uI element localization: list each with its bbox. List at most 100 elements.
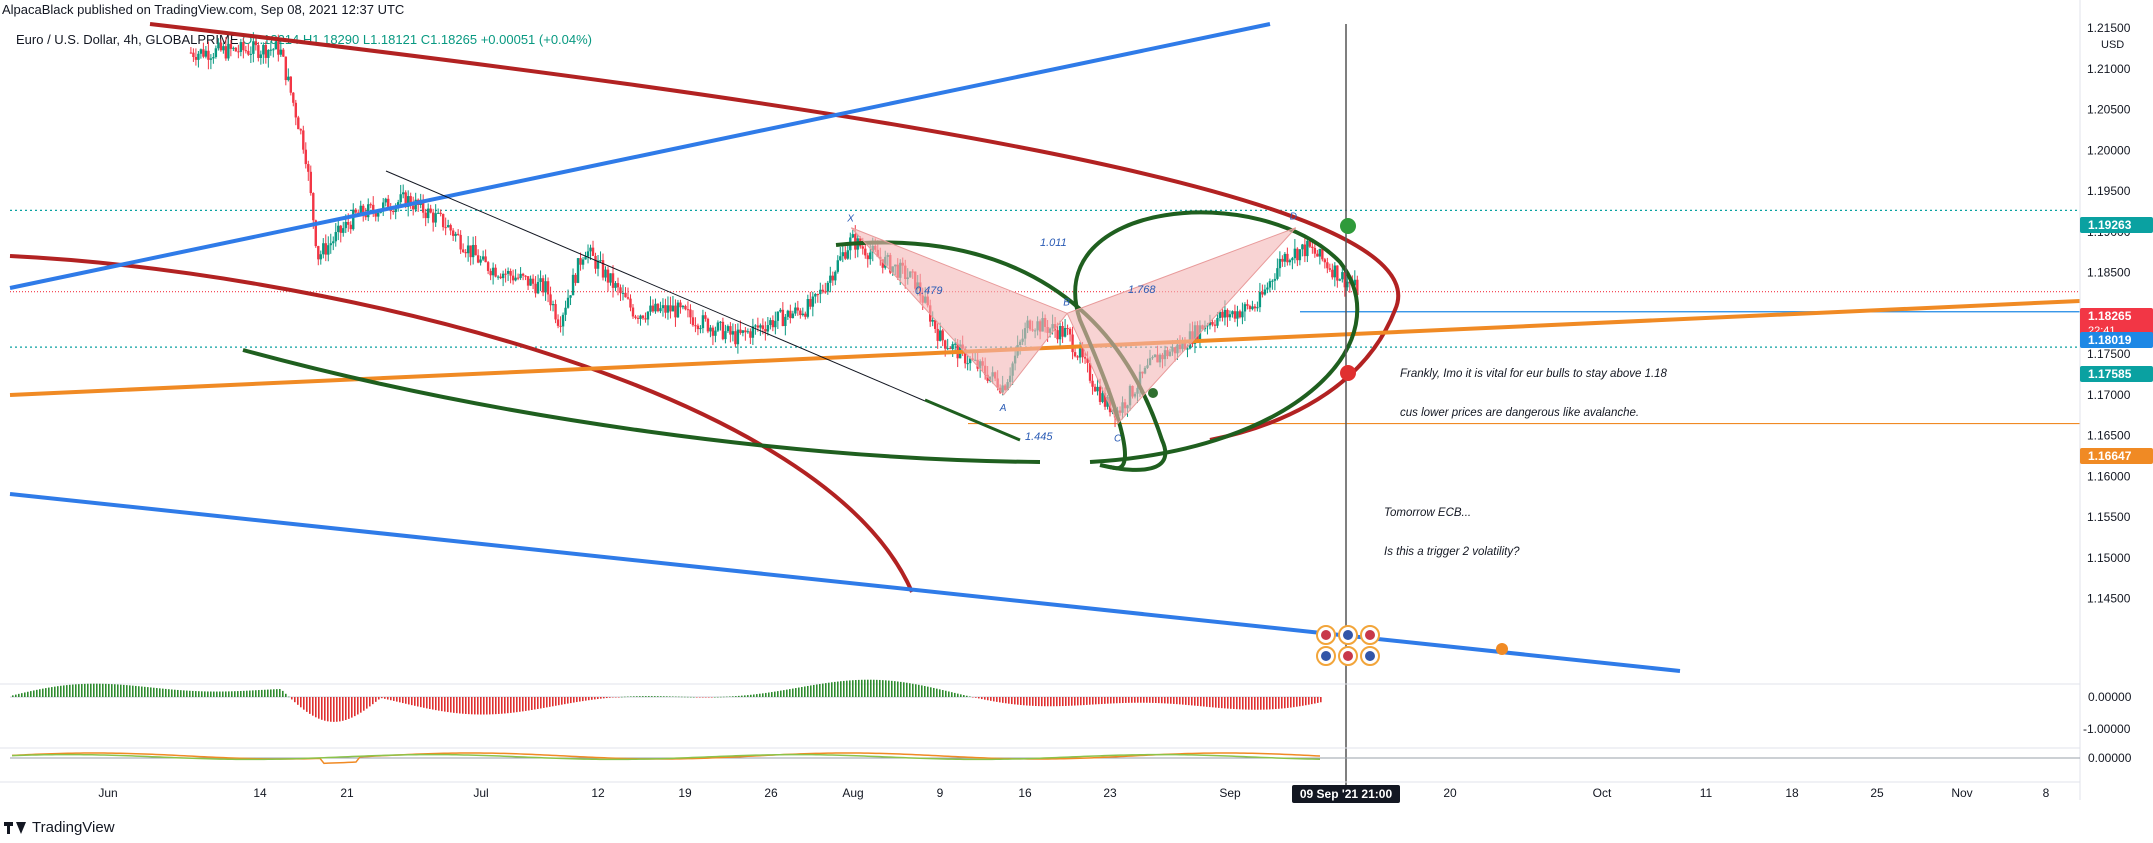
histogram-bar bbox=[465, 697, 467, 714]
candle-body bbox=[392, 211, 395, 213]
histogram-bar bbox=[105, 683, 107, 697]
candle-body bbox=[829, 275, 832, 283]
histogram-bar bbox=[1191, 697, 1193, 706]
candle-body bbox=[481, 256, 485, 260]
price-label-bg-2 bbox=[2080, 332, 2153, 348]
histogram-bar bbox=[738, 695, 740, 697]
candle-body bbox=[257, 45, 260, 58]
histogram-bar bbox=[1047, 697, 1049, 707]
event-flag-icon bbox=[1365, 630, 1375, 640]
histogram-bar bbox=[435, 697, 437, 711]
histogram-bar bbox=[258, 690, 260, 697]
candle-body bbox=[729, 326, 732, 335]
candle-body bbox=[479, 259, 482, 263]
histogram-bar bbox=[1092, 697, 1094, 705]
pattern-point-A: A bbox=[999, 403, 1007, 414]
histogram-bar bbox=[1002, 697, 1004, 703]
histogram-bar bbox=[69, 684, 71, 697]
histogram-bar bbox=[321, 697, 323, 720]
candle-body bbox=[411, 205, 415, 210]
histogram-bar bbox=[735, 696, 737, 697]
histogram-bar bbox=[177, 689, 179, 697]
tradingview-brand: TradingView bbox=[32, 819, 115, 836]
candle-body bbox=[324, 243, 327, 255]
histogram-bar bbox=[33, 690, 35, 697]
candle-body bbox=[1223, 309, 1227, 318]
histogram-bar bbox=[1152, 697, 1154, 703]
histogram-bar bbox=[303, 697, 305, 710]
histogram-bar bbox=[888, 680, 890, 697]
histogram-bar bbox=[282, 690, 284, 697]
candle-body bbox=[277, 41, 280, 55]
candle-body bbox=[506, 270, 510, 274]
histogram-bar bbox=[570, 697, 572, 704]
histogram-bar bbox=[489, 697, 491, 715]
event-flag-icon bbox=[1343, 651, 1353, 661]
histogram-bar bbox=[975, 697, 977, 698]
histogram-bar bbox=[798, 687, 800, 697]
histogram-bar bbox=[630, 696, 632, 697]
histogram-bar bbox=[438, 697, 440, 711]
histogram-bar bbox=[153, 687, 155, 697]
histogram-bar bbox=[534, 697, 536, 710]
tradingview-logo[interactable]: TradingView bbox=[4, 819, 115, 836]
histogram-bar bbox=[663, 696, 665, 697]
histogram-bar bbox=[504, 697, 506, 714]
candle-body bbox=[382, 202, 385, 211]
blue-channel-lower bbox=[9, 492, 1681, 673]
candle-body bbox=[844, 252, 847, 259]
histogram-bar bbox=[1302, 697, 1304, 706]
candle-body bbox=[669, 305, 672, 312]
histogram-bar bbox=[378, 697, 380, 700]
histogram-bar bbox=[828, 682, 830, 697]
time-tick-6: 26 bbox=[764, 786, 778, 800]
histogram-bar bbox=[402, 697, 404, 704]
candle-body bbox=[362, 205, 365, 216]
histogram-bar bbox=[699, 697, 701, 698]
histogram-bar bbox=[189, 690, 191, 697]
candle-body bbox=[674, 305, 677, 318]
histogram-bar bbox=[666, 696, 668, 697]
histogram-bar bbox=[1026, 697, 1028, 706]
candle-body bbox=[609, 273, 612, 283]
histogram-bar bbox=[111, 684, 113, 697]
histogram-bar bbox=[441, 697, 443, 712]
histogram-bar bbox=[174, 689, 176, 697]
green-ellipse bbox=[1073, 210, 1360, 471]
candle-body bbox=[761, 325, 765, 330]
candle-body bbox=[839, 256, 842, 261]
candle-body bbox=[716, 322, 720, 331]
histogram-bar bbox=[510, 697, 512, 713]
histogram-bar bbox=[1107, 697, 1109, 704]
histogram-bar bbox=[498, 697, 500, 714]
candle-body bbox=[689, 309, 692, 318]
histogram-bar bbox=[780, 690, 782, 697]
candle-body bbox=[596, 260, 600, 269]
histogram-bar bbox=[804, 686, 806, 697]
histogram-bar bbox=[927, 686, 929, 697]
histogram-bar bbox=[807, 685, 809, 697]
candle-body bbox=[666, 305, 670, 313]
candle-body bbox=[1333, 265, 1337, 278]
candle-body bbox=[264, 44, 268, 58]
candle-body bbox=[509, 270, 512, 276]
candle-body bbox=[374, 211, 377, 217]
histogram-bar bbox=[309, 697, 311, 714]
candle-body bbox=[639, 315, 642, 319]
histogram-bar bbox=[801, 687, 803, 697]
histogram-bar bbox=[621, 696, 623, 698]
histogram-bar bbox=[1020, 697, 1022, 706]
candle-body bbox=[521, 273, 525, 276]
histogram-bar bbox=[1134, 697, 1136, 703]
histogram-bar bbox=[1176, 697, 1178, 705]
histogram-bar bbox=[765, 692, 767, 697]
histogram-bar bbox=[12, 695, 14, 697]
crosshair-time-label-bg bbox=[1292, 785, 1400, 803]
candle-body bbox=[1268, 281, 1272, 288]
histogram-bar bbox=[756, 694, 758, 697]
candle-body bbox=[624, 292, 627, 298]
histogram-bar bbox=[201, 691, 203, 697]
histogram-bar bbox=[1173, 697, 1175, 704]
candle-body bbox=[739, 329, 742, 333]
